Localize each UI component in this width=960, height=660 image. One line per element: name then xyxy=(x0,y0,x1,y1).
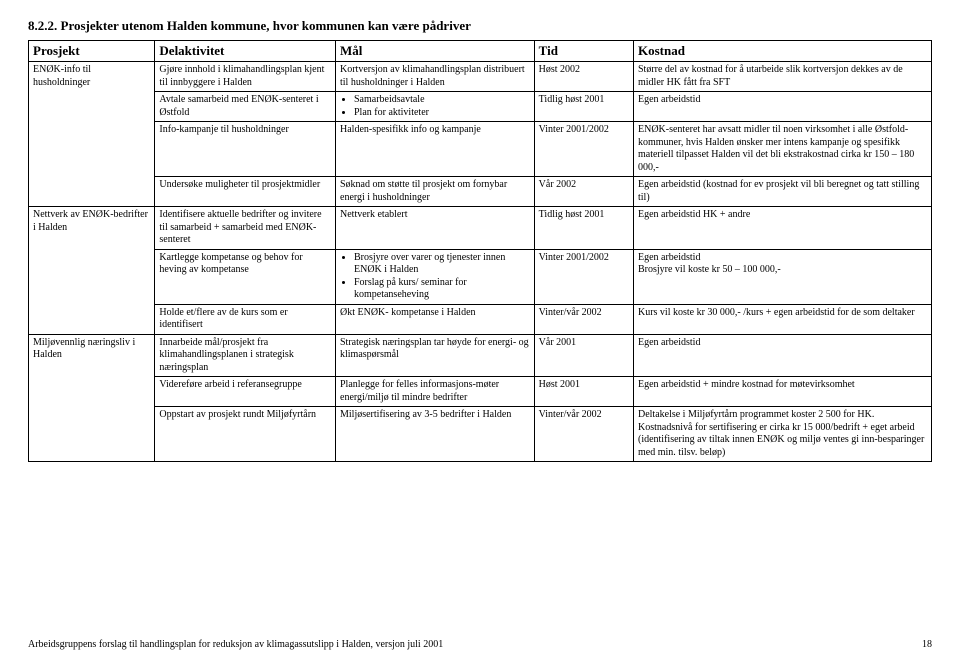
col-header-tid: Tid xyxy=(534,41,633,62)
footer-text: Arbeidsgruppens forslag til handlingspla… xyxy=(28,639,443,650)
cell-kost: Egen arbeidstid Brosjyre vil koste kr 50… xyxy=(633,249,931,304)
cell-del: Holde et/flere av de kurs som er identif… xyxy=(155,304,336,334)
cell-kost: Kurs vil koste kr 30 000,- /kurs + egen … xyxy=(633,304,931,334)
table-row: Kartlegge kompetanse og behov for heving… xyxy=(29,249,932,304)
mal-list-item: Brosjyre over varer og tjenester innen E… xyxy=(354,252,530,277)
cell-tid: Vår 2001 xyxy=(534,334,633,377)
col-header-prosjekt: Prosjekt xyxy=(29,41,155,62)
table-row: Oppstart av prosjekt rundt Miljøfyrtårn … xyxy=(29,407,932,462)
table-row: Undersøke muligheter til prosjektmidler … xyxy=(29,177,932,207)
cell-del: Info-kampanje til husholdninger xyxy=(155,122,336,177)
cell-mal: Nettverk etablert xyxy=(336,207,535,250)
cell-tid: Vår 2002 xyxy=(534,177,633,207)
page-number: 18 xyxy=(922,639,932,650)
cell-mal: Samarbeidsavtale Plan for aktiviteter xyxy=(336,92,535,122)
mal-list-item: Forslag på kurs/ seminar for kompetanseh… xyxy=(354,277,530,302)
table-row: Nettverk av ENØK-bedrifter i Halden Iden… xyxy=(29,207,932,250)
cell-tid: Vinter/vår 2002 xyxy=(534,407,633,462)
cell-del: Oppstart av prosjekt rundt Miljøfyrtårn xyxy=(155,407,336,462)
cell-kost: Deltakelse i Miljøfyrtårn programmet kos… xyxy=(633,407,931,462)
group-label: Nettverk av ENØK-bedrifter i Halden xyxy=(29,207,155,335)
cell-kost: Egen arbeidstid HK + andre xyxy=(633,207,931,250)
cell-tid: Høst 2001 xyxy=(534,377,633,407)
page-footer: Arbeidsgruppens forslag til handlingspla… xyxy=(28,639,932,650)
table-row: Info-kampanje til husholdninger Halden-s… xyxy=(29,122,932,177)
cell-tid: Vinter 2001/2002 xyxy=(534,122,633,177)
cell-del: Undersøke muligheter til prosjektmidler xyxy=(155,177,336,207)
cell-mal: Kortversjon av klimahandlingsplan distri… xyxy=(336,62,535,92)
cell-del: Avtale samarbeid med ENØK-senteret i Øst… xyxy=(155,92,336,122)
cell-kost: Egen arbeidstid xyxy=(633,92,931,122)
cell-tid: Tidlig høst 2001 xyxy=(534,92,633,122)
cell-tid: Vinter 2001/2002 xyxy=(534,249,633,304)
cell-del: Identifisere aktuelle bedrifter og invit… xyxy=(155,207,336,250)
cell-del: Videreføre arbeid i referansegruppe xyxy=(155,377,336,407)
cell-mal: Søknad om støtte til prosjekt om fornyba… xyxy=(336,177,535,207)
cell-mal: Brosjyre over varer og tjenester innen E… xyxy=(336,249,535,304)
table-row: Videreføre arbeid i referansegruppe Plan… xyxy=(29,377,932,407)
table-row: ENØK-info til husholdninger Gjøre innhol… xyxy=(29,62,932,92)
table-row: Avtale samarbeid med ENØK-senteret i Øst… xyxy=(29,92,932,122)
cell-mal: Halden-spesifikk info og kampanje xyxy=(336,122,535,177)
cell-tid: Tidlig høst 2001 xyxy=(534,207,633,250)
cell-tid: Vinter/vår 2002 xyxy=(534,304,633,334)
mal-list: Brosjyre over varer og tjenester innen E… xyxy=(340,252,530,302)
page: 8.2.2. Prosjekter utenom Halden kommune,… xyxy=(0,0,960,472)
cell-mal: Miljøsertifisering av 3-5 bedrifter i Ha… xyxy=(336,407,535,462)
cell-tid: Høst 2002 xyxy=(534,62,633,92)
mal-list: Samarbeidsavtale Plan for aktiviteter xyxy=(340,94,530,119)
cell-kost: Egen arbeidstid + mindre kostnad for møt… xyxy=(633,377,931,407)
mal-list-item: Plan for aktiviteter xyxy=(354,107,530,120)
mal-list-item: Samarbeidsavtale xyxy=(354,94,530,107)
table-row: Miljøvennlig næringsliv i Halden Innarbe… xyxy=(29,334,932,377)
cell-kost: Større del av kostnad for å utarbeide sl… xyxy=(633,62,931,92)
col-header-delaktivitet: Delaktivitet xyxy=(155,41,336,62)
cell-kost: ENØK-senteret har avsatt midler til noen… xyxy=(633,122,931,177)
table-row: Holde et/flere av de kurs som er identif… xyxy=(29,304,932,334)
cell-del: Gjøre innhold i klimahandlingsplan kjent… xyxy=(155,62,336,92)
cell-kost: Egen arbeidstid (kostnad for ev prosjekt… xyxy=(633,177,931,207)
cell-mal: Strategisk næringsplan tar høyde for ene… xyxy=(336,334,535,377)
group-label: ENØK-info til husholdninger xyxy=(29,62,155,207)
table-header-row: Prosjekt Delaktivitet Mål Tid Kostnad xyxy=(29,41,932,62)
section-title: 8.2.2. Prosjekter utenom Halden kommune,… xyxy=(28,18,932,34)
cell-del: Innarbeide mål/prosjekt fra klimahandlin… xyxy=(155,334,336,377)
cell-mal: Planlegge for felles informasjons-møter … xyxy=(336,377,535,407)
cell-del: Kartlegge kompetanse og behov for heving… xyxy=(155,249,336,304)
col-header-kostnad: Kostnad xyxy=(633,41,931,62)
cell-mal: Økt ENØK- kompetanse i Halden xyxy=(336,304,535,334)
group-label: Miljøvennlig næringsliv i Halden xyxy=(29,334,155,462)
cell-kost: Egen arbeidstid xyxy=(633,334,931,377)
col-header-mal: Mål xyxy=(336,41,535,62)
projects-table: Prosjekt Delaktivitet Mål Tid Kostnad EN… xyxy=(28,40,932,462)
